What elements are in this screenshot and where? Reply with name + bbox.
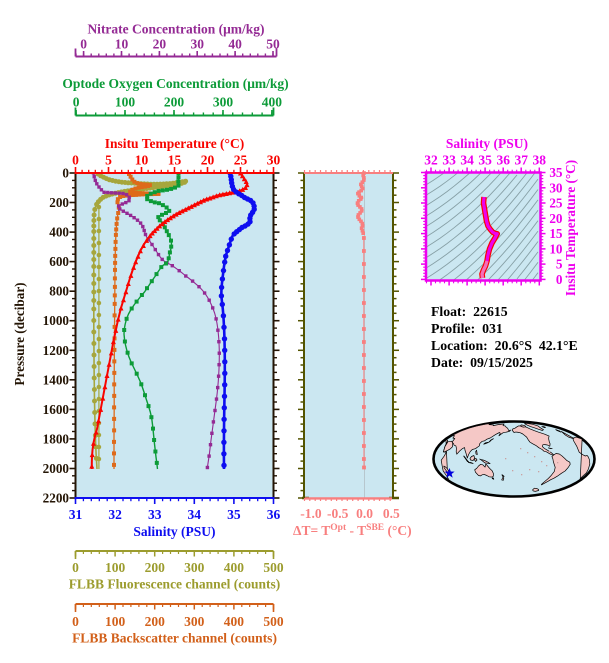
svg-text:Salinity (PSU): Salinity (PSU) (133, 524, 215, 539)
svg-text:15: 15 (168, 153, 182, 168)
svg-text:32: 32 (108, 507, 122, 522)
svg-text:33: 33 (148, 507, 162, 522)
svg-text:0: 0 (80, 37, 87, 52)
svg-text:-0.5: -0.5 (327, 506, 349, 521)
svg-text:30: 30 (549, 180, 563, 195)
svg-text:30: 30 (190, 37, 204, 52)
svg-text:800: 800 (49, 284, 69, 299)
svg-text:Nitrate Concentration (μm/kg): Nitrate Concentration (μm/kg) (87, 22, 264, 37)
svg-text:10: 10 (549, 241, 563, 256)
svg-text:35: 35 (478, 153, 492, 168)
svg-text:32: 32 (424, 153, 438, 168)
svg-text:34: 34 (188, 507, 202, 522)
svg-text:100: 100 (105, 560, 126, 575)
svg-text:35: 35 (227, 507, 241, 522)
svg-text:34: 34 (460, 153, 474, 168)
svg-text:10: 10 (115, 37, 129, 52)
svg-text:33: 33 (442, 153, 456, 168)
svg-text:200: 200 (164, 95, 185, 110)
svg-text:5: 5 (556, 257, 563, 272)
svg-text:2200: 2200 (43, 491, 70, 506)
svg-text:Optode Oxygen Concentration (μ: Optode Oxygen Concentration (μm/kg) (62, 76, 288, 91)
svg-text:20: 20 (153, 37, 167, 52)
svg-text:0: 0 (73, 95, 80, 110)
svg-text:Location: 20.6°S 42.1°E: Location: 20.6°S 42.1°E (431, 338, 578, 353)
svg-text:35: 35 (549, 165, 563, 180)
svg-text:40: 40 (228, 37, 242, 52)
svg-text:100: 100 (105, 614, 126, 629)
svg-text:0: 0 (62, 166, 69, 181)
svg-text:FLBB Backscatter channel (coun: FLBB Backscatter channel (counts) (72, 631, 277, 646)
svg-text:300: 300 (184, 560, 205, 575)
svg-text:400: 400 (262, 95, 283, 110)
svg-text:1800: 1800 (43, 431, 70, 446)
svg-text:37: 37 (514, 153, 528, 168)
svg-text:31: 31 (69, 507, 83, 522)
svg-text:400: 400 (49, 225, 69, 240)
svg-text:1000: 1000 (43, 313, 70, 328)
svg-text:ΔT= TOpt - TSBE (°C): ΔT= TOpt - TSBE (°C) (293, 523, 412, 538)
svg-text:-1.0: -1.0 (300, 506, 322, 521)
svg-text:Insitu Temperature (°C): Insitu Temperature (°C) (105, 136, 244, 151)
svg-text:15: 15 (549, 226, 563, 241)
svg-text:38: 38 (533, 153, 547, 168)
svg-text:0: 0 (556, 272, 563, 287)
svg-text:Pressure (decibar): Pressure (decibar) (12, 282, 27, 385)
svg-text:0: 0 (72, 560, 79, 575)
svg-text:Profile: 031: Profile: 031 (431, 321, 503, 336)
svg-text:0: 0 (72, 614, 79, 629)
svg-text:25: 25 (549, 196, 563, 211)
svg-text:Float: 22615: Float: 22615 (431, 304, 508, 319)
svg-text:5: 5 (105, 153, 112, 168)
svg-text:200: 200 (145, 614, 166, 629)
svg-text:400: 400 (224, 614, 245, 629)
svg-text:30: 30 (267, 153, 281, 168)
svg-text:20: 20 (549, 211, 563, 226)
svg-text:200: 200 (49, 195, 69, 210)
svg-text:36: 36 (267, 507, 281, 522)
svg-text:Date: 09/15/2025: Date: 09/15/2025 (431, 355, 533, 370)
svg-text:400: 400 (224, 560, 245, 575)
svg-text:2000: 2000 (43, 461, 70, 476)
svg-text:500: 500 (263, 614, 284, 629)
svg-text:0.0: 0.0 (356, 506, 373, 521)
svg-text:300: 300 (184, 614, 205, 629)
svg-text:200: 200 (145, 560, 166, 575)
svg-text:10: 10 (135, 153, 149, 168)
svg-text:0: 0 (72, 153, 79, 168)
svg-text:100: 100 (115, 95, 136, 110)
svg-text:Salinity (PSU): Salinity (PSU) (446, 136, 528, 151)
svg-text:1600: 1600 (43, 402, 70, 417)
svg-text:300: 300 (213, 95, 234, 110)
svg-text:20: 20 (201, 153, 215, 168)
svg-text:FLBB Fluorescence channel (cou: FLBB Fluorescence channel (counts) (69, 577, 281, 592)
svg-text:0.5: 0.5 (383, 506, 400, 521)
svg-text:500: 500 (263, 560, 284, 575)
svg-text:25: 25 (234, 153, 248, 168)
svg-text:Insitu Temperature (°C): Insitu Temperature (°C) (563, 160, 578, 296)
svg-text:1400: 1400 (43, 372, 70, 387)
svg-text:600: 600 (49, 254, 69, 269)
svg-text:1200: 1200 (43, 343, 70, 358)
svg-text:36: 36 (496, 153, 510, 168)
svg-text:50: 50 (266, 37, 280, 52)
